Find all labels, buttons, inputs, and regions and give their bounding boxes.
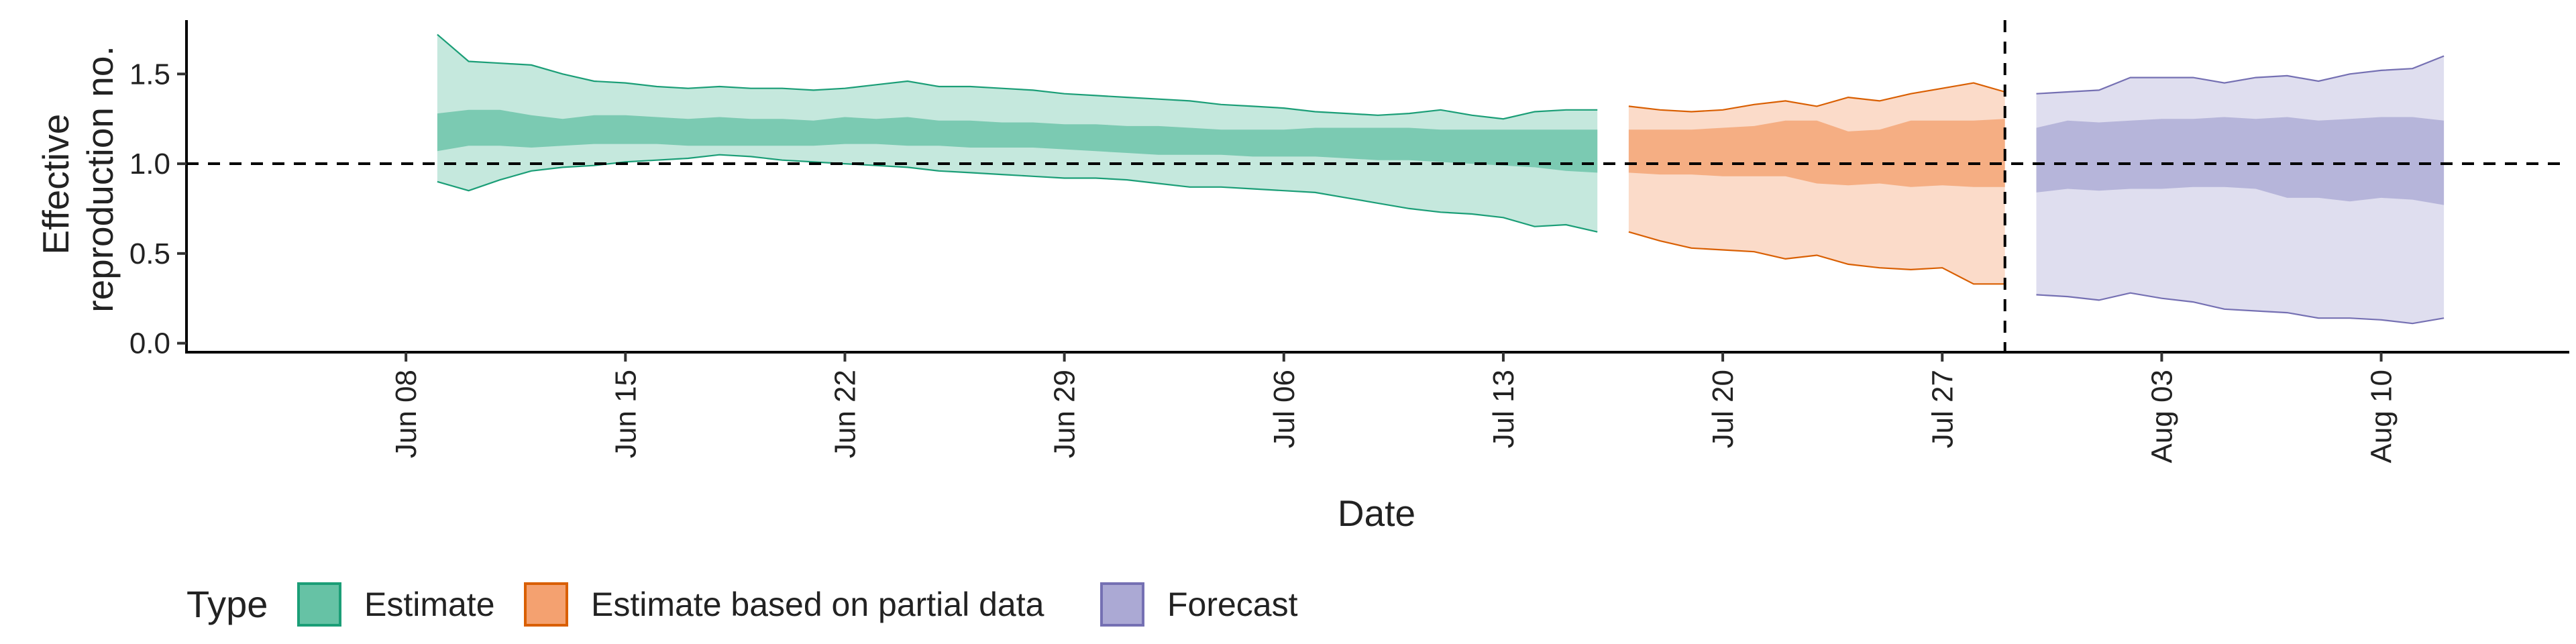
x-tick-label: Aug 10 — [2365, 370, 2398, 463]
y-axis-title-line-2: reproduction no. — [79, 46, 121, 313]
y-tick-label: 0.5 — [129, 237, 170, 270]
y-axis-ticks: 0.0 0.5 1.0 1.5 — [129, 58, 186, 360]
legend-title: Type — [186, 583, 268, 625]
band-50-1 — [1628, 119, 2005, 187]
x-tick-label: Jul 13 — [1487, 370, 1520, 448]
legend-item-0: Estimate — [297, 582, 495, 627]
x-tick-label: Jul 20 — [1707, 370, 1739, 448]
x-tick-label: Jul 06 — [1268, 370, 1301, 448]
x-tick-label: Aug 03 — [2145, 370, 2178, 463]
legend-item-1: Estimate based on partial data — [524, 582, 1044, 627]
plot-panel: 0.0 0.5 1.0 1.5 Jun 08 Jun 15 Jun 22 Jun 29 Jul… — [129, 20, 2569, 463]
series-estimate — [437, 34, 1598, 233]
y-tick-label: 0.0 — [129, 327, 170, 360]
band-50-0 — [437, 109, 1598, 173]
series-estimate-based-on-partial-data — [1628, 82, 2006, 285]
lower-90-line-2 — [2036, 292, 2445, 325]
lower-90-line-1 — [1628, 231, 2005, 285]
legend-label: Estimate based on partial data — [591, 586, 1044, 623]
legend-item-2: Forecast — [1100, 582, 1298, 627]
upper-90-line-2 — [2036, 55, 2445, 95]
y-tick-label: 1.0 — [129, 148, 170, 180]
x-tick-label: Jun 22 — [829, 370, 862, 458]
y-tick-label: 1.5 — [129, 58, 170, 91]
x-axis-ticks: Jun 08 Jun 15 Jun 22 Jun 29 Jul 06 Jul 13 Jul … — [390, 352, 2398, 463]
legend-label: Forecast — [1167, 586, 1298, 623]
x-axis-title: Date — [1338, 492, 1415, 534]
series-layer — [437, 34, 2445, 325]
series-forecast — [2036, 55, 2445, 325]
legend-key — [1100, 582, 1144, 627]
legend-key — [524, 582, 568, 627]
x-tick-label: Jun 15 — [609, 370, 642, 458]
y-axis-title: Effective reproduction no. — [35, 46, 121, 313]
legend-label: Estimate — [364, 586, 495, 623]
x-tick-label: Jun 29 — [1049, 370, 1081, 458]
upper-90-line-1 — [1628, 82, 2006, 113]
lower-90-line-0 — [437, 154, 1598, 233]
y-axis-title-line-1: Effective — [35, 114, 76, 255]
band-50-2 — [2036, 117, 2445, 205]
upper-90-line-0 — [437, 34, 1598, 120]
x-tick-label: Jul 27 — [1926, 370, 1959, 448]
x-tick-label: Jun 08 — [390, 370, 423, 458]
legend-key — [297, 582, 341, 627]
legend: Type Estimate Estimate based on partial d… — [186, 582, 1298, 627]
